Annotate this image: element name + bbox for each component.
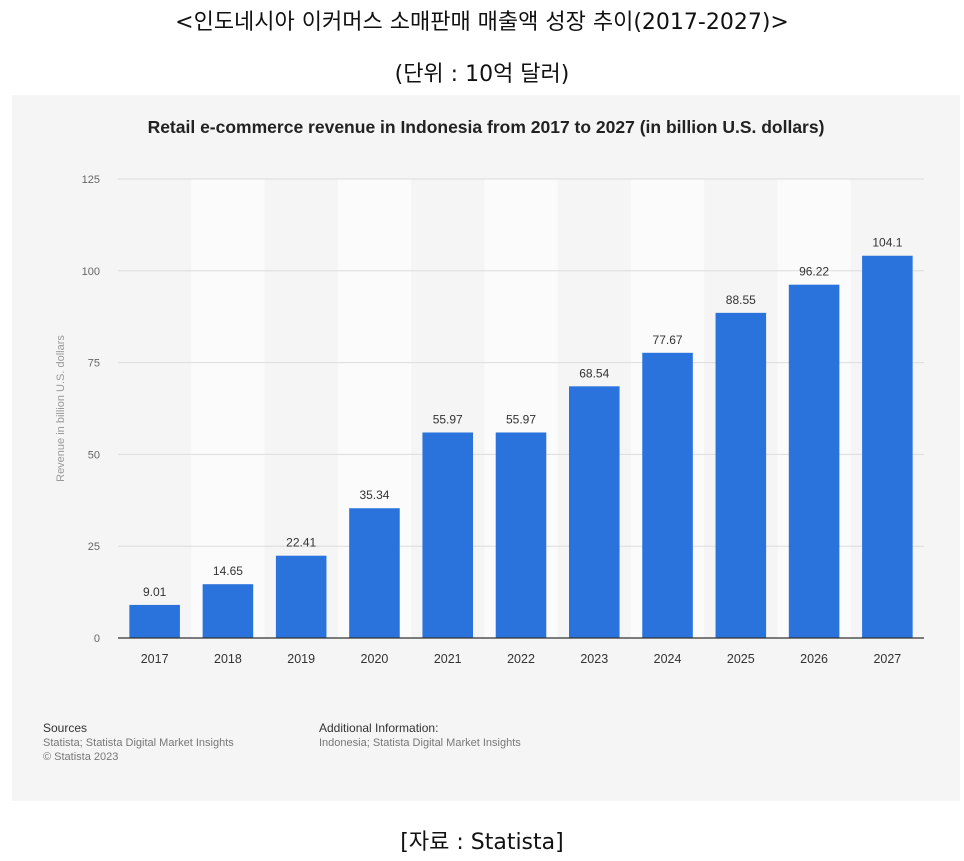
bar [862, 255, 913, 638]
x-tick-label: 2025 [727, 652, 755, 666]
data-label: 68.54 [579, 366, 609, 380]
x-tick-label: 2024 [654, 652, 682, 666]
x-tick-label: 2021 [434, 652, 462, 666]
background-band [191, 179, 265, 638]
data-label: 22.41 [286, 536, 316, 550]
x-tick-label: 2027 [873, 652, 901, 666]
y-tick-label: 50 [88, 449, 100, 461]
y-tick-label: 100 [82, 266, 100, 278]
sources-heading: Sources [43, 721, 88, 735]
y-tick-label: 25 [88, 541, 100, 553]
source-caption: [자료 : Statista] [400, 830, 564, 855]
chart-panel: Retail e-commerce revenue in Indonesia f… [12, 95, 960, 801]
sources-block: Sources Statista; Statista Digital Marke… [43, 720, 234, 764]
unit-subtitle: (단위 : 10억 달러) [394, 62, 570, 87]
bar [202, 584, 254, 638]
data-label: 14.65 [213, 564, 243, 578]
x-tick-label: 2018 [214, 652, 242, 666]
data-label: 96.22 [799, 265, 829, 279]
bar [642, 352, 693, 638]
bar [788, 284, 840, 638]
y-tick-label: 75 [88, 358, 100, 370]
copyright-line: © Statista 2023 [43, 751, 119, 763]
data-label: 55.97 [506, 412, 536, 426]
x-tick-label: 2019 [287, 652, 315, 666]
data-label: 88.55 [726, 293, 756, 307]
x-tick-label: 2020 [361, 652, 389, 666]
data-label: 55.97 [433, 412, 463, 426]
bar [715, 312, 767, 638]
bar [422, 432, 474, 638]
page-title: <인도네시아 이커머스 소매판매 매출액 성장 추이(2017-2027)> [175, 10, 789, 35]
additional-info-heading: Additional Information: [319, 721, 439, 735]
y-axis-label: Revenue in billion U.S. dollars [55, 335, 67, 482]
x-tick-label: 2026 [800, 652, 828, 666]
bar [349, 508, 400, 638]
y-tick-label: 0 [94, 633, 100, 645]
sources-line: Statista; Statista Digital Market Insigh… [43, 737, 234, 749]
x-tick-label: 2022 [507, 652, 535, 666]
additional-info-block: Additional Information: Indonesia; Stati… [319, 720, 521, 750]
bar [495, 432, 547, 638]
data-label: 104.1 [872, 236, 902, 250]
data-label: 77.67 [653, 333, 683, 347]
bar [275, 555, 327, 638]
bar [568, 386, 620, 638]
y-tick-label: 125 [82, 174, 100, 186]
bar-chart: 0 25 50 75 100 125 Revenue in billion U.S. dol… [55, 174, 924, 666]
data-label: 9.01 [143, 585, 167, 599]
additional-info-line: Indonesia; Statista Digital Market Insig… [319, 737, 521, 749]
data-label: 35.34 [359, 488, 389, 502]
chart-title: Retail e-commerce revenue in Indonesia f… [147, 117, 825, 137]
x-tick-label: 2023 [580, 652, 608, 666]
bar [129, 604, 180, 638]
x-tick-label: 2017 [141, 652, 169, 666]
